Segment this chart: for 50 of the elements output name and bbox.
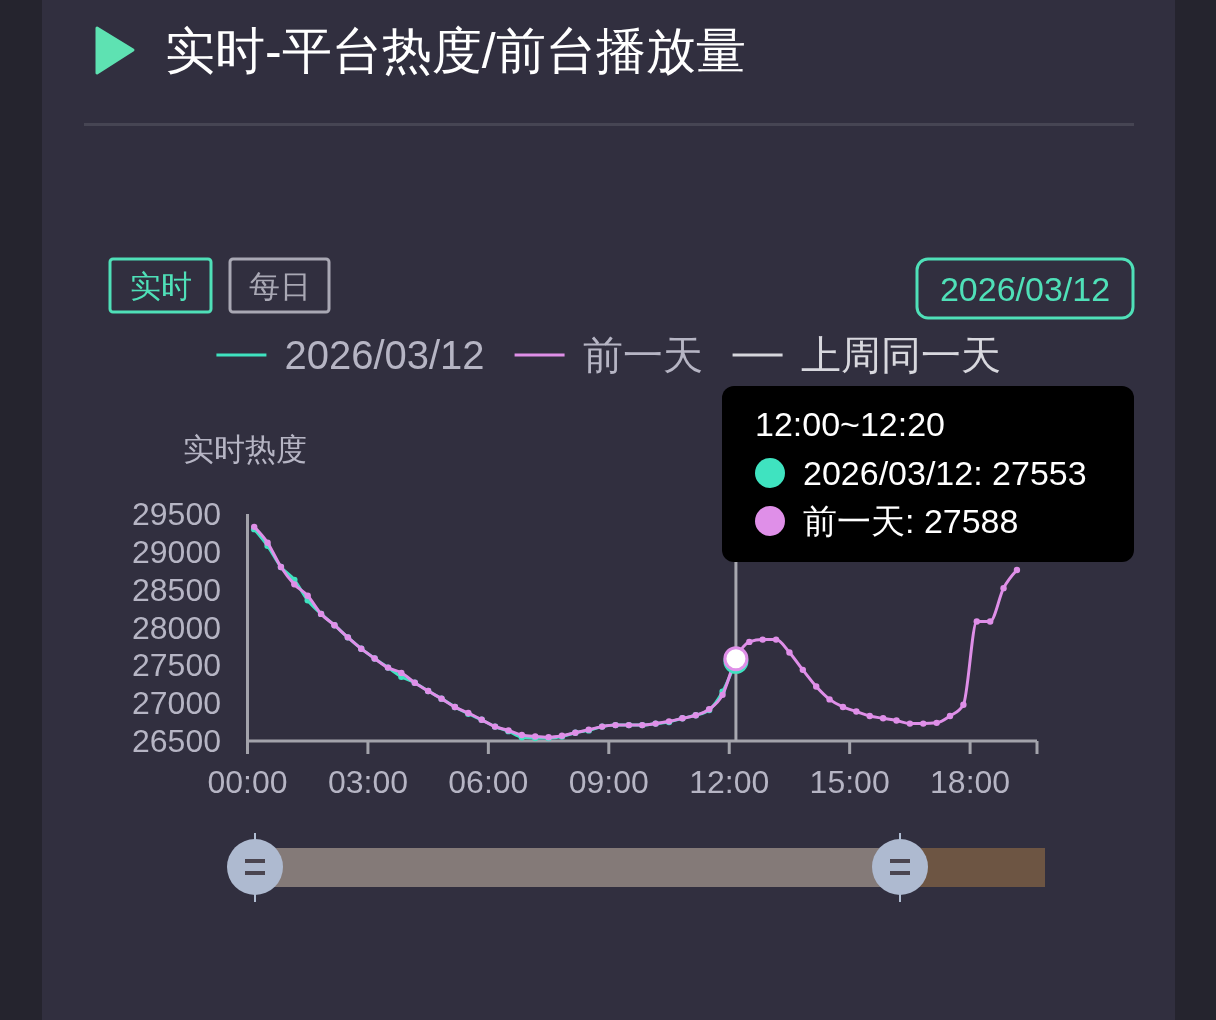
point: [813, 683, 820, 690]
point: [839, 703, 847, 711]
point: [906, 720, 914, 727]
x-tick-label: 18:00: [930, 764, 1011, 800]
y-axis-title: 实时热度: [183, 432, 307, 467]
text: 12:00~12:20: [755, 405, 946, 443]
point: [786, 649, 793, 656]
point: [304, 592, 311, 599]
chart-title: 实时-平台热度/前台播放量: [165, 23, 746, 79]
legend-label: 前一天: [582, 333, 703, 377]
point: [960, 701, 967, 708]
point: [879, 715, 887, 722]
point: [853, 708, 860, 715]
point: [398, 669, 405, 677]
legend-label: 上周同一天: [800, 333, 1001, 377]
y-tick-label: 28000: [132, 609, 221, 646]
y-tick-label: 29000: [132, 533, 221, 570]
point: [291, 581, 298, 588]
y-tick-label: 29500: [132, 496, 221, 532]
point: [986, 618, 994, 625]
y-tick-label: 26500: [132, 723, 221, 759]
x-tick-label: 03:00: [327, 764, 408, 800]
point: [920, 720, 927, 727]
point: [772, 636, 780, 643]
annotation: 前一天: 27588: [803, 502, 1019, 540]
x-tick-label: 09:00: [568, 764, 649, 800]
text: 2026/03/12: 27553: [803, 454, 1087, 492]
legend-label: 2026/03/12: [284, 333, 485, 377]
point: [973, 618, 980, 625]
text: 每日: [248, 268, 311, 304]
x-tick-label: 12:00: [689, 764, 770, 800]
point: [1013, 566, 1021, 574]
text: 实时: [129, 268, 192, 304]
x-tick-label: 06:00: [448, 764, 529, 800]
point: [893, 717, 900, 724]
y-tick-label: 28500: [132, 571, 221, 608]
point: [933, 719, 940, 727]
point: [1000, 584, 1007, 592]
point: [866, 712, 873, 720]
y-tick-label: 27000: [132, 685, 221, 722]
x-tick-label: 00:00: [207, 764, 288, 800]
point: [759, 636, 766, 643]
x-tick-label: 15:00: [809, 764, 890, 800]
point: [799, 666, 807, 674]
point: [719, 691, 726, 699]
point: [746, 638, 753, 646]
point: [826, 696, 833, 703]
y-tick-label: 27500: [132, 647, 221, 684]
point: [946, 712, 954, 720]
text: 2026/03/12: [939, 269, 1111, 308]
